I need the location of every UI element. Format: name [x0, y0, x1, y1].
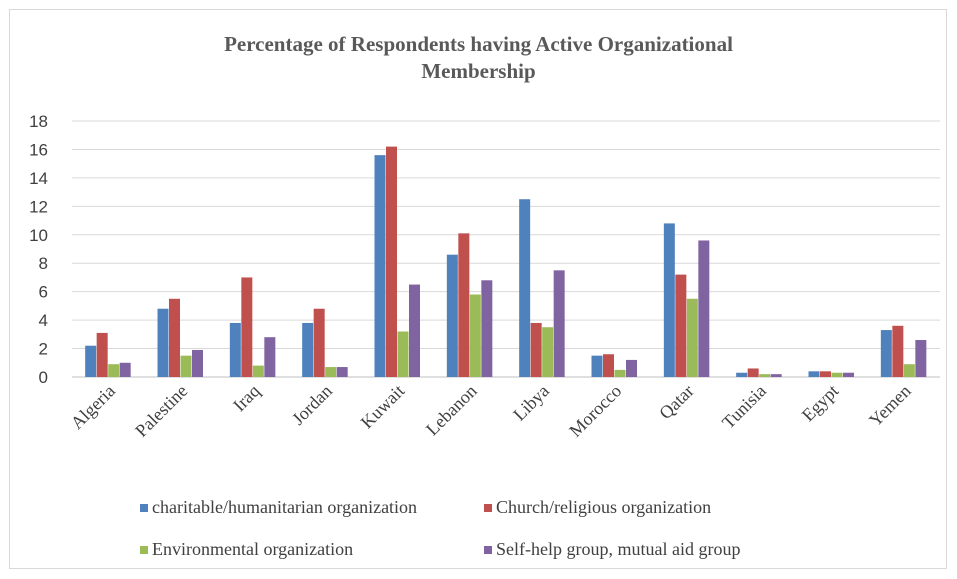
bar-algeria-3	[119, 362, 131, 377]
x-tick-label: Yemen	[865, 381, 915, 431]
chart-title-line-2: Membership	[421, 59, 536, 83]
y-tick-label: 8	[39, 254, 48, 273]
x-tick-label: Palestine	[131, 381, 191, 441]
legend-swatch-religious	[484, 503, 492, 512]
bar-egypt-2	[831, 372, 843, 377]
bar-morocco-0	[591, 355, 603, 377]
bar-palestine-1	[169, 298, 180, 377]
bar-yemen-0	[880, 330, 892, 377]
bar-algeria-0	[85, 345, 97, 377]
bar-lebanon-2	[469, 294, 481, 377]
legend-item-charitable: charitable/humanitarian organization	[140, 497, 417, 518]
x-tick-label: Morocco	[565, 381, 625, 441]
bar-palestine-2	[180, 355, 192, 377]
bar-jordan-3	[336, 367, 348, 377]
y-tick-label: 14	[29, 169, 48, 188]
y-tick-label: 2	[39, 340, 48, 359]
bar-lebanon-3	[481, 280, 493, 377]
legend-swatch-charitable	[140, 503, 148, 512]
legend-label-environmental: Environmental organization	[152, 539, 354, 559]
x-tick-label: Algeria	[67, 381, 119, 433]
bar-jordan-1	[313, 308, 325, 377]
x-tick-label: Iraq	[229, 381, 264, 416]
x-tick-label: Kuwait	[357, 381, 409, 433]
x-tick-label: Lebanon	[422, 381, 481, 440]
chart-title: Percentage of Respondents having Active …	[0, 31, 957, 85]
chart-frame	[9, 9, 947, 569]
bar-libya-2	[542, 327, 554, 377]
bar-kuwait-1	[386, 146, 397, 377]
x-tick-label: Jordan	[288, 381, 336, 429]
bar-egypt-1	[820, 371, 831, 377]
legend-label-self-help: Self-help group, mutual aid group	[496, 539, 741, 559]
bar-egypt-0	[808, 371, 820, 377]
bar-qatar-2	[686, 298, 698, 377]
bar-palestine-3	[192, 349, 203, 377]
bar-qatar-1	[675, 274, 687, 377]
x-tick-label: Egypt	[798, 381, 843, 426]
bar-libya-3	[553, 270, 565, 377]
bar-libya-1	[530, 322, 542, 377]
bar-morocco-3	[626, 359, 637, 377]
bar-yemen-3	[915, 340, 927, 377]
bar-kuwait-0	[374, 155, 386, 377]
bar-algeria-1	[96, 332, 108, 377]
bar-tunisia-2	[759, 374, 771, 377]
bar-tunisia-0	[736, 372, 748, 377]
y-tick-label: 12	[29, 197, 48, 216]
legend-swatch-self-help	[484, 545, 492, 554]
bar-yemen-1	[892, 325, 904, 377]
legend-label-charitable: charitable/humanitarian organization	[152, 497, 418, 517]
bar-tunisia-1	[747, 368, 759, 377]
x-tick-label: Libya	[509, 381, 553, 425]
bar-iraq-3	[264, 337, 276, 377]
y-tick-label: 16	[29, 140, 48, 159]
bar-lebanon-1	[458, 233, 470, 377]
bar-iraq-1	[241, 277, 253, 377]
y-tick-label: 6	[39, 283, 48, 302]
bar-morocco-2	[614, 369, 626, 377]
chart-title-line-1: Percentage of Respondents having Active …	[224, 32, 733, 56]
bar-qatar-3	[698, 240, 710, 377]
bar-palestine-0	[157, 308, 169, 377]
y-tick-label: 0	[39, 368, 48, 387]
bar-kuwait-2	[397, 331, 409, 377]
bar-tunisia-3	[770, 374, 782, 377]
legend-item-environmental: Environmental organization	[140, 539, 353, 560]
legend-label-religious: Church/religious organization	[496, 497, 712, 517]
bar-jordan-2	[325, 367, 337, 377]
bar-libya-0	[519, 199, 531, 377]
y-tick-label: 18	[29, 112, 48, 131]
bar-iraq-2	[252, 365, 264, 377]
bar-yemen-2	[903, 364, 915, 377]
y-tick-label: 10	[29, 226, 48, 245]
legend-swatch-environmental	[140, 545, 148, 554]
bar-kuwait-3	[409, 284, 420, 377]
bar-iraq-0	[229, 322, 241, 377]
bar-egypt-3	[843, 372, 854, 377]
bar-algeria-2	[108, 364, 120, 377]
legend-item-religious: Church/religious organization	[484, 497, 711, 518]
bar-morocco-1	[603, 354, 614, 377]
bar-qatar-0	[663, 223, 675, 377]
bar-lebanon-0	[446, 254, 458, 377]
x-tick-label: Tunisia	[718, 381, 770, 433]
legend-item-self-help: Self-help group, mutual aid group	[484, 539, 740, 560]
y-tick-label: 4	[39, 311, 48, 330]
x-tick-label: Qatar	[655, 381, 697, 423]
bar-jordan-0	[302, 322, 314, 377]
